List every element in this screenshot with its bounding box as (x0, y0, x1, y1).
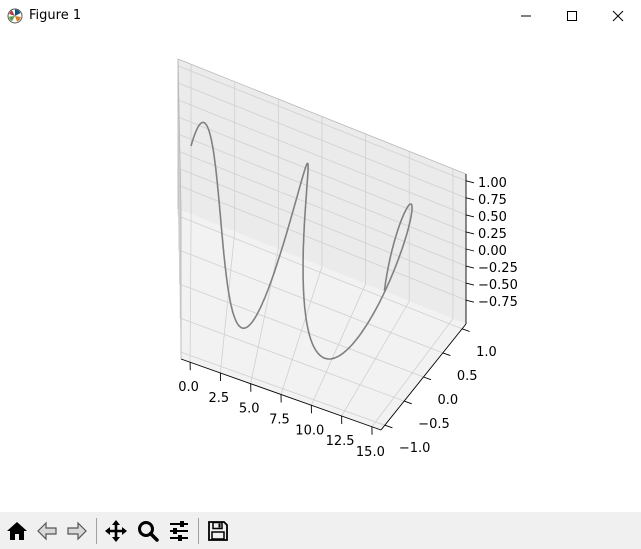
configure-subplots-button[interactable] (165, 517, 193, 545)
home-button[interactable] (3, 517, 31, 545)
tick-marks (189, 180, 475, 435)
minimize-button[interactable] (503, 0, 549, 32)
y-tick-label: −1.0 (399, 441, 431, 456)
z-tick (465, 197, 475, 201)
grid-line (180, 351, 385, 426)
x-tick-label: 15.0 (356, 445, 385, 460)
forward-button[interactable] (63, 517, 91, 545)
grid-line (177, 215, 463, 330)
y-tick (404, 400, 412, 405)
x-tick-label: 5.0 (239, 402, 260, 417)
z-tick (465, 248, 475, 252)
z-tick-label: 1.00 (478, 176, 507, 191)
z-tick (465, 299, 475, 303)
x-tick-label: 7.5 (269, 412, 290, 427)
maximize-icon (567, 11, 577, 21)
grid-line (177, 65, 467, 182)
back-arrow-icon (37, 521, 57, 541)
minimize-icon (521, 15, 531, 17)
y-tick (384, 424, 393, 429)
z-tick (465, 282, 475, 286)
floppy-disk-icon (208, 521, 228, 541)
forward-arrow-icon (67, 521, 87, 541)
z-tick (465, 180, 475, 184)
grid-line (178, 249, 443, 354)
window-title: Figure 1 (29, 8, 82, 23)
grid-line (177, 184, 467, 301)
title-bar[interactable]: Figure 1 (0, 0, 641, 32)
z-tick-label: 0.50 (478, 210, 507, 225)
z-tick-label: −0.75 (478, 295, 518, 310)
close-button[interactable] (595, 0, 641, 32)
y-tick-label: 0.0 (438, 393, 459, 408)
home-icon (7, 522, 27, 540)
toolbar-separator (96, 518, 97, 544)
maximize-button[interactable] (549, 0, 595, 32)
matplotlib-logo-icon (7, 8, 23, 24)
grid-line (177, 116, 467, 233)
data-series (190, 121, 413, 360)
z-tick (465, 265, 475, 269)
pan-button[interactable] (102, 517, 130, 545)
grid-line (177, 82, 467, 199)
save-button[interactable] (204, 517, 232, 545)
y-tick-label: 0.5 (457, 369, 478, 384)
back-button[interactable] (33, 517, 61, 545)
x-tick-label: 12.5 (326, 434, 355, 449)
x-tick-label: 0.0 (178, 380, 199, 395)
pane-edge (177, 58, 182, 210)
grid-line (177, 150, 467, 267)
toolbar-separator (198, 518, 199, 544)
x-tick-label: 2.5 (209, 391, 230, 406)
zoom-button[interactable] (134, 517, 162, 545)
z-tick-label: −0.50 (478, 278, 518, 293)
grid-line (177, 167, 467, 284)
y-tick-label: −0.5 (418, 417, 450, 432)
helix-line (190, 121, 413, 360)
grid-line (177, 133, 467, 250)
sliders-icon (170, 521, 188, 541)
magnifier-icon (138, 521, 159, 542)
close-icon (612, 10, 624, 22)
pane-edge (177, 58, 467, 175)
move-icon (105, 520, 127, 542)
z-tick-label: 0.00 (478, 244, 507, 259)
grid-line (179, 283, 424, 378)
plot-canvas[interactable]: 0.0 2.5 5.0 7.5 10.0 12.5 15.0 −1.0 −0.5 0.0 0.5 1.… (0, 32, 641, 512)
3d-axes[interactable]: 0.0 2.5 5.0 7.5 10.012.515.0 −1.0 −0.5 0.0 0.5 1.… (0, 32, 641, 512)
grid-line (180, 317, 405, 402)
x-tick-label: 10.0 (295, 423, 324, 438)
z-tick-label: −0.25 (478, 261, 518, 276)
y-tick (423, 376, 432, 381)
y-tick (442, 352, 451, 357)
navigation-toolbar (0, 512, 641, 549)
floor-pane (178, 209, 466, 430)
grid-line (177, 99, 467, 216)
z-tick-label: 0.25 (478, 227, 507, 242)
y-tick-label: 1.0 (476, 345, 497, 360)
tick-labels: 0.0 2.5 5.0 7.5 10.012.515.0 −1.0 −0.5 0.0 0.5 1.… (178, 176, 518, 460)
y-tick (461, 328, 470, 332)
z-tick-label: 0.75 (478, 193, 507, 208)
z-tick (465, 214, 475, 218)
z-tick (465, 231, 475, 235)
grid-lines (177, 64, 467, 428)
